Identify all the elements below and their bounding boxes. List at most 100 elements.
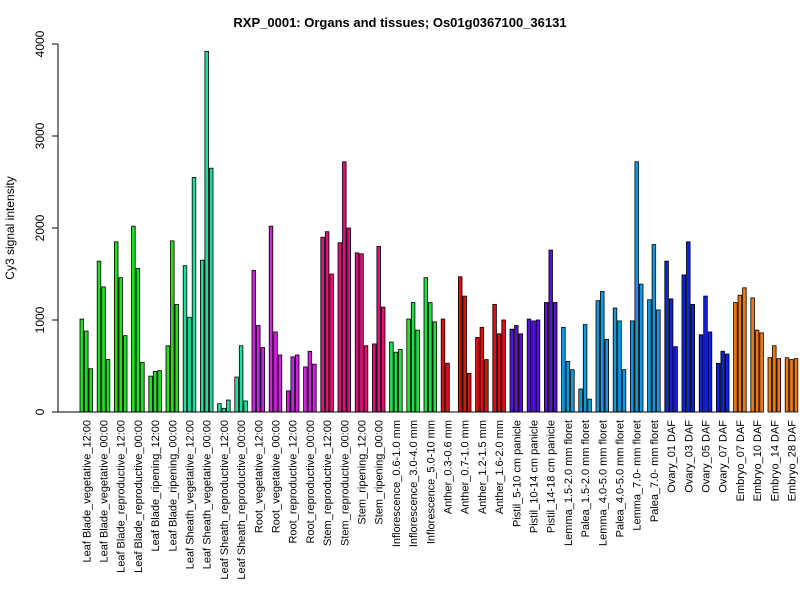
bar (389, 341, 394, 413)
bar (329, 273, 334, 413)
bar (84, 330, 89, 413)
bar (152, 371, 158, 413)
bar (737, 294, 743, 413)
bar (432, 321, 437, 413)
x-tick-label: Ovary_01 DAF (666, 420, 678, 493)
bar (398, 349, 403, 413)
bar (531, 320, 536, 413)
bar (320, 236, 325, 413)
x-tick-label: Pistil_10-14 cm panicle (529, 420, 541, 533)
y-tick-label: 4000 (33, 30, 47, 57)
x-tick-label: Stem_reproductive_00:00 (339, 420, 351, 546)
bar (165, 345, 170, 413)
bar (118, 277, 123, 413)
bar (174, 303, 179, 413)
bar (600, 291, 605, 413)
bar (742, 287, 747, 413)
bar (789, 359, 794, 413)
x-tick-label: Ovary_03 DAF (683, 420, 695, 493)
bar (582, 324, 588, 413)
bar (256, 325, 261, 413)
bar (673, 346, 678, 413)
x-tick-label: Leaf Blade_reproductive_12:00 (116, 420, 128, 573)
bar (440, 318, 446, 413)
y-tick-label: 2000 (33, 214, 47, 241)
bar (423, 277, 428, 413)
bar (277, 354, 283, 413)
bar (690, 303, 695, 413)
x-tick-label: Embryo_28 DAF (787, 420, 799, 502)
bar (131, 225, 136, 413)
bar (140, 361, 145, 413)
bar (686, 241, 691, 413)
bar (457, 276, 463, 413)
bar (324, 231, 330, 413)
bar (639, 283, 644, 413)
x-tick-label: Stem_reproductive_12:00 (322, 420, 334, 546)
bar (260, 347, 265, 413)
bar (707, 331, 713, 413)
x-tick-label: Inflorescence_0.6-1.0 mm (391, 420, 403, 547)
bar (234, 376, 239, 413)
bar (123, 335, 128, 413)
x-tick-label: Leaf Blade_reproductive_00:00 (133, 420, 145, 573)
x-tick-label: Lemma_7.0- mm floret (632, 420, 644, 531)
x-tick-label: Leaf Blade_vegetative_00:00 (99, 420, 111, 563)
y-tick-label: 1000 (33, 306, 47, 333)
x-axis-tick-labels: Leaf Blade_vegetative_12:00 Leaf Blade_ve… (81, 420, 799, 580)
bar (415, 329, 420, 413)
bar (668, 298, 674, 413)
y-axis: 0 1000 2000 3000 4000 (33, 30, 59, 415)
x-tick-label: Leaf Sheath_reproductive_00:00 (236, 420, 248, 580)
x-tick-label: Leaf Sheath_reproductive_12:00 (219, 420, 231, 580)
bar (621, 369, 627, 413)
bar (273, 331, 278, 413)
bar (784, 357, 790, 413)
x-tick-label: Pistil_5-10 cm panicle (511, 420, 523, 527)
bar (776, 358, 781, 413)
bar (101, 286, 106, 413)
bar (793, 358, 799, 413)
bar (114, 241, 119, 413)
bar (462, 295, 467, 413)
bar (578, 388, 583, 413)
bar (595, 300, 600, 413)
x-tick-label: Lemma_4.0-5.0 mm floret (597, 420, 609, 546)
bar (346, 227, 351, 413)
y-tick-label: 3000 (33, 122, 47, 149)
x-tick-label: Stem_ripening_12:00 (357, 420, 369, 525)
bar (509, 328, 514, 413)
bar (466, 372, 472, 413)
x-tick-label: Palea_1.5-2.0 mm floret (580, 420, 592, 537)
x-tick-label: Anther_1.2-1.5 mm (477, 420, 489, 514)
bar (226, 399, 231, 413)
x-tick-label: Anther_0.3-0.6 mm (443, 420, 455, 514)
x-tick-label: Pistil_14-18 cm panicle (546, 420, 558, 533)
bar (312, 363, 317, 413)
bar (767, 357, 772, 413)
x-tick-label: Lemma_1.5-2.0 mm floret (563, 420, 575, 546)
x-tick-label: Leaf Blade_vegetative_12:00 (81, 420, 93, 563)
x-tick-label: Root_reproductive_12:00 (288, 420, 300, 544)
bar (496, 333, 502, 413)
bar (725, 353, 730, 413)
x-tick-label: Anther_1.6-2.0 mm (494, 420, 506, 514)
bars-group (79, 50, 799, 413)
x-tick-label: Root_reproductive_00:00 (305, 420, 317, 544)
bar (199, 259, 205, 413)
x-tick-label: Ovary_05 DAF (701, 420, 713, 493)
x-tick-label: Embryo_10 DAF (752, 420, 764, 502)
bar (445, 362, 450, 413)
bar (570, 369, 575, 413)
bar (208, 167, 214, 413)
x-tick-label: Anther_0.7-1.0 mm (460, 420, 472, 514)
bar (79, 318, 84, 413)
bar (342, 161, 347, 413)
bar (96, 260, 102, 413)
bar (148, 375, 153, 413)
bar (303, 366, 308, 413)
x-tick-label: Root_vegetative_00:00 (271, 420, 283, 533)
bar (187, 316, 192, 413)
bar (268, 225, 274, 413)
bar (514, 325, 519, 413)
